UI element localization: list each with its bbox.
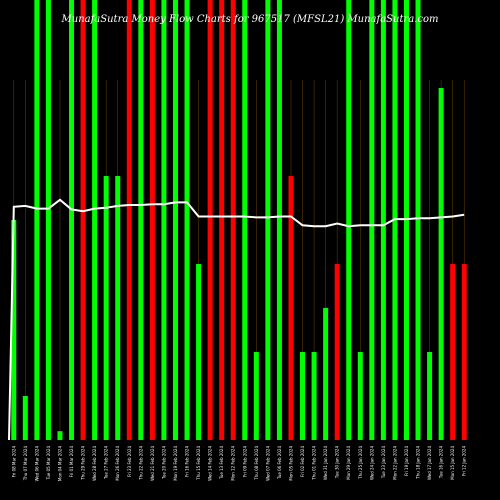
bar [369, 0, 375, 440]
x-tick-label: Fri 19 Jan 2024 [404, 446, 409, 476]
bar [138, 0, 144, 440]
x-tick-label: Fri 02 Feb 2024 [300, 446, 305, 477]
bar [334, 264, 340, 440]
x-tick-label: Wed 06 Mar 2024 [34, 446, 39, 482]
bar [380, 0, 386, 440]
bar [230, 0, 236, 440]
x-tick-label: Mon 04 Mar 2024 [57, 446, 62, 482]
bar [69, 0, 75, 440]
x-tick-label: Tue 05 Mar 2024 [46, 446, 51, 481]
x-tick-label: Tue 06 Feb 2024 [277, 446, 282, 480]
x-tick-label: Thu 08 Feb 2024 [254, 446, 259, 481]
bar [115, 176, 121, 440]
bar [415, 0, 421, 440]
bar [57, 431, 63, 440]
bar [45, 0, 51, 440]
x-tick-label: Thu 22 Feb 2024 [138, 446, 143, 481]
bar [276, 0, 282, 440]
x-tick-label: Mon 05 Feb 2024 [288, 446, 293, 481]
x-tick-label: Wed 24 Jan 2024 [369, 446, 374, 480]
x-tick-label: Tue 27 Feb 2024 [104, 446, 109, 480]
x-tick-label: Tue 13 Feb 2024 [219, 446, 224, 480]
bar [80, 0, 86, 440]
x-tick-label: Wed 14 Feb 2024 [208, 446, 213, 481]
x-tick-label: Fri 12 Jan 2024 [462, 446, 467, 476]
bar [265, 0, 271, 440]
x-tick-label: Thu 01 Feb 2024 [312, 446, 317, 481]
bar [300, 352, 306, 440]
x-tick-label: Wed 07 Feb 2024 [265, 446, 270, 481]
x-tick-label: Mon 12 Feb 2024 [231, 446, 236, 481]
x-tick-label: Mon 26 Feb 2024 [115, 446, 120, 481]
x-tick-labels: Fri 08 Mar 2024 Thu 07 Mar 2024 Wed 06 Mar… [11, 446, 466, 482]
x-tick-label: Fri 16 Feb 2024 [185, 446, 190, 477]
x-tick-label: Tue 20 Feb 2024 [161, 446, 166, 480]
bar [357, 352, 363, 440]
x-tick-label: Wed 31 Jan 2024 [323, 446, 328, 480]
x-tick-label: Fri 08 Mar 2024 [11, 446, 16, 478]
bar [427, 352, 433, 440]
bar [184, 0, 190, 440]
x-tick-label: Mon 15 Jan 2024 [450, 446, 455, 480]
x-tick-label: Wed 21 Feb 2024 [150, 446, 155, 481]
bar [438, 88, 444, 440]
bar [126, 0, 132, 440]
bar [461, 264, 467, 440]
bar [92, 0, 98, 440]
x-tick-label: Mon 29 Jan 2024 [346, 446, 351, 480]
bar [172, 0, 178, 440]
bar [196, 264, 202, 440]
chart-title: MunafaSutra Money Flow Charts for 967517… [61, 14, 439, 25]
bar [219, 0, 225, 440]
bars [11, 0, 467, 440]
x-tick-label: Wed 28 Feb 2024 [92, 446, 97, 481]
x-tick-label: Thu 25 Jan 2024 [358, 446, 363, 480]
bar [242, 0, 248, 440]
x-tick-label: Thu 18 Jan 2024 [416, 446, 421, 480]
x-tick-label: Tue 23 Jan 2024 [381, 446, 386, 480]
bar [34, 0, 40, 440]
bar [346, 0, 352, 440]
bar [288, 176, 294, 440]
x-tick-label: Fri 23 Feb 2024 [127, 446, 132, 477]
bar [22, 396, 28, 440]
x-tick-label: Thu 15 Feb 2024 [196, 446, 201, 481]
bar [253, 352, 259, 440]
x-tick-label: Mon 19 Feb 2024 [173, 446, 178, 481]
bar [450, 264, 456, 440]
x-tick-label: Tue 30 Jan 2024 [335, 446, 340, 480]
x-tick-label: Wed 17 Jan 2024 [427, 446, 432, 480]
bar [161, 0, 167, 440]
x-tick-label: Tue 16 Jan 2024 [439, 446, 444, 480]
x-tick-label: Thu 29 Feb 2024 [81, 446, 86, 481]
x-tick-label: Fri 01 Mar 2024 [69, 446, 74, 478]
bar [311, 352, 317, 440]
bar [103, 176, 109, 440]
bar [11, 220, 17, 440]
x-tick-label: Mon 22 Jan 2024 [392, 446, 397, 480]
x-tick-label: Thu 07 Mar 2024 [23, 446, 28, 482]
bar [149, 0, 155, 440]
money-flow-line [8, 198, 465, 441]
x-tick-label: Fri 09 Feb 2024 [242, 446, 247, 477]
bar [323, 308, 329, 440]
bar [207, 0, 213, 440]
